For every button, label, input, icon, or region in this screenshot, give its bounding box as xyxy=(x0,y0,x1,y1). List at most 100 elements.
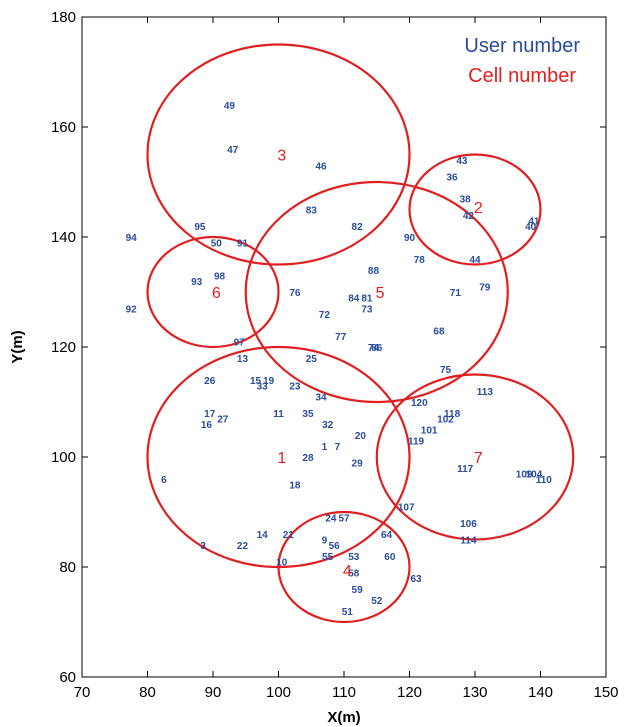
y-tick-label: 140 xyxy=(51,229,76,246)
user-label-60: 60 xyxy=(384,552,396,563)
user-label-92: 92 xyxy=(126,305,138,316)
y-tick-label: 80 xyxy=(59,559,76,576)
x-tick-label: 140 xyxy=(528,684,553,701)
user-label-74: 74 xyxy=(368,343,380,354)
user-label-79: 79 xyxy=(479,283,491,294)
user-label-40: 40 xyxy=(525,222,537,233)
x-tick-label: 120 xyxy=(397,684,422,701)
user-label-34: 34 xyxy=(316,393,328,404)
user-label-38: 38 xyxy=(460,195,472,206)
user-label-3: 3 xyxy=(200,541,206,552)
legend: User number Cell number xyxy=(464,35,580,87)
cell-circle-3 xyxy=(146,43,411,266)
user-label-53: 53 xyxy=(348,552,360,563)
cell-label-2: 2 xyxy=(474,200,483,217)
user-label-24: 24 xyxy=(325,514,337,525)
user-label-55: 55 xyxy=(322,552,334,563)
user-label-50: 50 xyxy=(211,239,223,250)
user-label-29: 29 xyxy=(352,459,364,470)
y-axis-label: Y(m) xyxy=(9,330,26,363)
user-label-17: 17 xyxy=(204,409,216,420)
user-label-98: 98 xyxy=(214,272,226,283)
user-label-27: 27 xyxy=(217,415,229,426)
user-label-42: 42 xyxy=(463,211,475,222)
user-label-64: 64 xyxy=(381,530,393,541)
user-label-81: 81 xyxy=(361,294,373,305)
user-label-9: 9 xyxy=(322,536,328,547)
user-label-19: 19 xyxy=(263,376,275,387)
user-label-28: 28 xyxy=(302,453,314,464)
user-label-59: 59 xyxy=(352,585,364,596)
user-label-107: 107 xyxy=(398,503,415,514)
user-label-20: 20 xyxy=(355,431,367,442)
user-label-76: 76 xyxy=(289,288,301,299)
cell-label-5: 5 xyxy=(376,285,385,302)
user-label-21: 21 xyxy=(283,530,295,541)
user-label-44: 44 xyxy=(469,255,481,266)
user-label-73: 73 xyxy=(361,305,373,316)
x-tick-label: 130 xyxy=(462,684,487,701)
cell-circle-7 xyxy=(375,373,575,541)
user-label-68: 68 xyxy=(433,327,445,338)
user-label-56: 56 xyxy=(329,541,341,552)
legend-entry-cell-number: Cell number xyxy=(468,65,576,87)
user-label-93: 93 xyxy=(191,277,203,288)
user-label-10: 10 xyxy=(276,558,288,569)
user-label-26: 26 xyxy=(204,376,216,387)
x-tick-label: 100 xyxy=(266,684,291,701)
user-label-101: 101 xyxy=(421,426,438,437)
x-tick-label: 80 xyxy=(139,684,156,701)
user-label-94: 94 xyxy=(126,233,138,244)
user-label-13: 13 xyxy=(237,354,249,365)
user-label-7: 7 xyxy=(335,442,341,453)
user-label-117: 117 xyxy=(457,464,474,475)
axis-ticks: 70 80 90 100 110 120 130 140 1506080100120140160… xyxy=(51,9,619,701)
user-label-118: 118 xyxy=(444,409,461,420)
y-tick-label: 160 xyxy=(51,119,76,136)
user-label-63: 63 xyxy=(410,574,422,585)
user-label-78: 78 xyxy=(414,255,426,266)
user-label-15: 15 xyxy=(250,376,262,387)
user-label-32: 32 xyxy=(322,420,334,431)
user-labels: 1367910111314151617181920212223242526272… xyxy=(126,101,553,618)
user-label-95: 95 xyxy=(194,222,206,233)
x-tick-label: 70 xyxy=(74,684,91,701)
cell-label-4: 4 xyxy=(343,563,352,580)
user-label-43: 43 xyxy=(456,156,468,167)
user-label-114: 114 xyxy=(460,536,477,547)
user-label-91: 91 xyxy=(237,239,249,250)
user-label-41: 41 xyxy=(528,217,540,228)
user-label-77: 77 xyxy=(335,332,347,343)
user-label-58: 58 xyxy=(348,569,360,580)
cell-coverage-circles xyxy=(146,43,575,624)
x-tick-label: 110 xyxy=(332,684,356,701)
user-label-14: 14 xyxy=(257,530,269,541)
user-label-23: 23 xyxy=(289,382,301,393)
y-tick-label: 180 xyxy=(51,9,76,26)
user-label-75: 75 xyxy=(440,365,452,376)
user-label-120: 120 xyxy=(411,398,428,409)
user-label-82: 82 xyxy=(352,222,364,233)
user-label-46: 46 xyxy=(316,162,328,173)
x-axis-label: X(m) xyxy=(327,709,360,726)
user-label-83: 83 xyxy=(306,206,318,217)
user-label-110: 110 xyxy=(536,475,553,486)
user-label-97: 97 xyxy=(234,338,246,349)
plot-area-frame xyxy=(81,16,607,678)
y-tick-label: 60 xyxy=(59,669,76,686)
user-label-51: 51 xyxy=(342,607,354,618)
user-label-104: 104 xyxy=(526,470,543,481)
cell-label-1: 1 xyxy=(277,450,286,467)
cell-label-7: 7 xyxy=(474,450,483,467)
user-label-16: 16 xyxy=(201,420,213,431)
x-tick-label: 150 xyxy=(593,684,618,701)
user-label-109: 109 xyxy=(516,470,533,481)
user-label-106: 106 xyxy=(460,519,477,530)
user-label-6: 6 xyxy=(161,475,167,486)
user-label-49: 49 xyxy=(224,101,236,112)
user-label-113: 113 xyxy=(477,387,494,398)
user-label-84: 84 xyxy=(348,294,360,305)
user-label-86: 86 xyxy=(371,343,383,354)
